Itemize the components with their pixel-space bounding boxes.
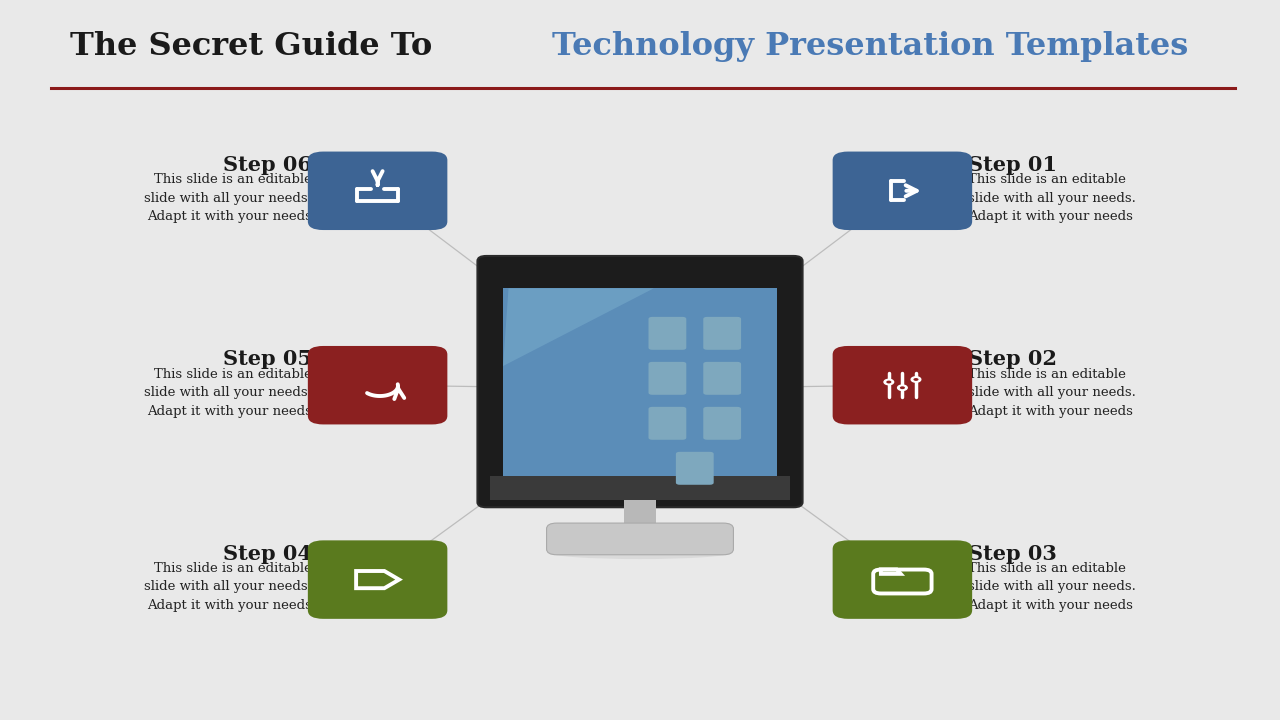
FancyBboxPatch shape (652, 318, 667, 326)
Text: This slide is an editable
slide with all your needs.
Adapt it with your needs: This slide is an editable slide with all… (145, 367, 312, 418)
FancyBboxPatch shape (625, 498, 657, 533)
FancyBboxPatch shape (652, 362, 667, 371)
Circle shape (911, 377, 920, 382)
FancyBboxPatch shape (649, 317, 686, 350)
FancyBboxPatch shape (703, 407, 741, 440)
FancyBboxPatch shape (705, 318, 721, 326)
Polygon shape (503, 288, 654, 366)
FancyBboxPatch shape (678, 452, 694, 461)
Text: Step 05: Step 05 (223, 349, 312, 369)
Circle shape (914, 378, 919, 381)
FancyBboxPatch shape (676, 452, 714, 485)
FancyBboxPatch shape (490, 477, 790, 500)
FancyBboxPatch shape (307, 346, 448, 424)
FancyBboxPatch shape (703, 317, 741, 350)
Text: This slide is an editable
slide with all your needs.
Adapt it with your needs: This slide is an editable slide with all… (145, 173, 312, 223)
FancyBboxPatch shape (547, 523, 733, 554)
Circle shape (900, 387, 905, 390)
FancyBboxPatch shape (705, 408, 721, 416)
FancyBboxPatch shape (503, 288, 777, 492)
Text: Step 01: Step 01 (968, 155, 1057, 175)
Ellipse shape (549, 546, 732, 559)
FancyBboxPatch shape (705, 362, 721, 371)
Text: Step 02: Step 02 (968, 349, 1057, 369)
Circle shape (886, 381, 891, 384)
FancyBboxPatch shape (833, 152, 973, 230)
Text: Step 04: Step 04 (223, 544, 312, 564)
FancyBboxPatch shape (649, 407, 686, 440)
Text: Step 06: Step 06 (223, 155, 312, 175)
FancyBboxPatch shape (833, 346, 973, 424)
Text: This slide is an editable
slide with all your needs.
Adapt it with your needs: This slide is an editable slide with all… (145, 562, 312, 612)
Text: This slide is an editable
slide with all your needs.
Adapt it with your needs: This slide is an editable slide with all… (968, 562, 1135, 612)
FancyBboxPatch shape (649, 362, 686, 395)
FancyBboxPatch shape (833, 540, 973, 618)
Text: This slide is an editable
slide with all your needs.
Adapt it with your needs: This slide is an editable slide with all… (968, 367, 1135, 418)
Text: The Secret Guide To: The Secret Guide To (70, 31, 444, 63)
Circle shape (884, 379, 893, 384)
FancyBboxPatch shape (703, 362, 741, 395)
Circle shape (897, 385, 908, 390)
FancyBboxPatch shape (307, 152, 448, 230)
FancyBboxPatch shape (307, 540, 448, 618)
Text: This slide is an editable
slide with all your needs.
Adapt it with your needs: This slide is an editable slide with all… (968, 173, 1135, 223)
FancyBboxPatch shape (652, 408, 667, 416)
FancyBboxPatch shape (477, 256, 803, 507)
Text: Technology Presentation Templates: Technology Presentation Templates (552, 31, 1189, 63)
Text: Step 03: Step 03 (968, 544, 1056, 564)
